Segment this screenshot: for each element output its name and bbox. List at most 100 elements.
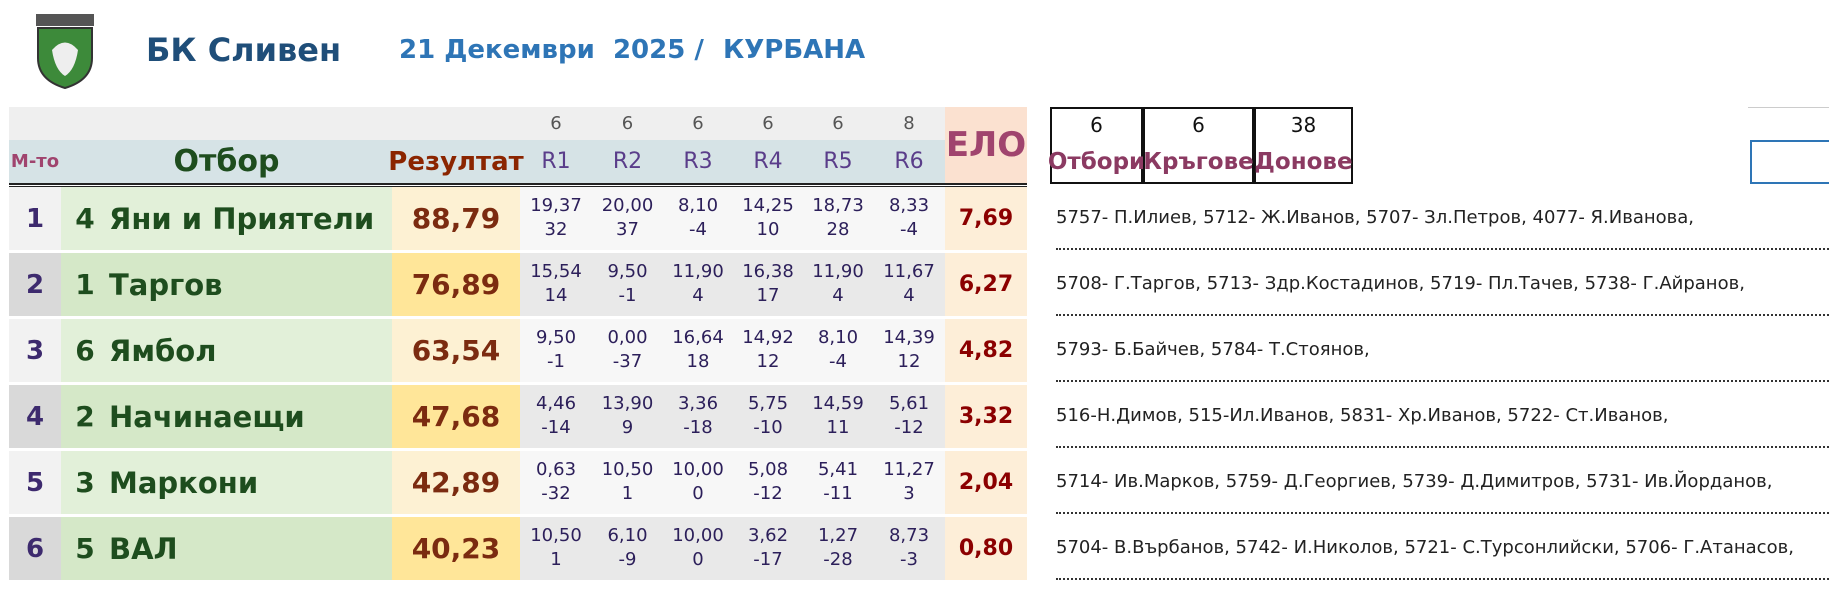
place-bg [9, 451, 61, 514]
round-score: 0,63 [535, 458, 577, 480]
round-score: 10,00 [672, 458, 724, 480]
round-diff: 1 [550, 548, 562, 570]
round-diff: 4 [692, 284, 704, 306]
round-diff: 14 [544, 284, 568, 306]
team-name: Яни и Приятели [109, 201, 375, 236]
round-score: 14,92 [742, 326, 794, 348]
place-bg [9, 187, 61, 250]
round-score: 1,27 [817, 524, 859, 546]
players: 5708- Г.Таргов, 5713- Здр.Костадинов, 57… [1056, 253, 1829, 316]
round-diff: 17 [756, 284, 780, 306]
round-score: 11,90 [812, 260, 864, 282]
round-diff: 9 [621, 416, 634, 438]
team-bg [61, 187, 392, 250]
elo: 4,82 [945, 319, 1027, 382]
elo: 0,80 [945, 517, 1027, 580]
summary-label: Кръгове [1143, 149, 1254, 175]
round-diff: 32 [544, 218, 568, 240]
round-diff: -12 [753, 482, 783, 504]
result: 63,54 [392, 319, 520, 382]
round-diff: 28 [826, 218, 850, 240]
round-score: 8,73 [888, 524, 930, 546]
round-score: 0,00 [607, 326, 648, 348]
round-score: 16,38 [742, 260, 794, 282]
column-header: Резултат [388, 146, 524, 177]
round-score: 11,90 [672, 260, 724, 282]
summary-count: 6 [1090, 113, 1103, 137]
round-count: 6 [621, 113, 634, 134]
round-score: 13,90 [601, 392, 654, 414]
column-header: М-то [10, 151, 60, 172]
round-count: 6 [692, 113, 704, 134]
team-number: 4 [75, 202, 95, 235]
round-score: 20,00 [601, 194, 654, 216]
column-header: R3 [683, 149, 713, 174]
team-name: Ямбол [109, 333, 217, 368]
round-score: 5,08 [747, 458, 789, 480]
round-diff: -4 [900, 218, 918, 240]
place: 4 [25, 401, 45, 432]
round-score: 5,41 [817, 458, 859, 480]
result: 40,23 [392, 517, 520, 580]
round-score: 14,39 [883, 326, 935, 348]
rounds-bg [520, 517, 945, 580]
round-diff: -14 [541, 416, 571, 438]
result: 88,79 [392, 187, 520, 250]
team-number: 6 [75, 334, 95, 367]
players: 5714- Ив.Марков, 5759- Д.Георгиев, 5739-… [1056, 451, 1829, 514]
column-header: R4 [753, 149, 783, 174]
players: 5757- П.Илиев, 5712- Ж.Иванов, 5707- Зл.… [1056, 187, 1829, 250]
elo: 2,04 [945, 451, 1027, 514]
place: 6 [25, 533, 45, 564]
team-bg [61, 451, 392, 514]
elo: 7,69 [945, 187, 1027, 250]
team-name: Маркони [109, 465, 259, 500]
round-diff: 0 [692, 482, 704, 504]
input-box[interactable] [1750, 140, 1829, 184]
team-number: 3 [75, 466, 95, 499]
players: 5704- В.Върбанов, 5742- И.Николов, 5721-… [1056, 517, 1829, 580]
round-score: 5,75 [747, 392, 789, 414]
round-diff: -28 [823, 548, 853, 570]
team-name: ВАЛ [109, 531, 178, 566]
players: 5793- Б.Байчев, 5784- Т.Стоянов, [1056, 319, 1829, 382]
round-diff: -37 [612, 350, 643, 372]
rule [1748, 107, 1829, 108]
team-name: Таргов [109, 267, 223, 302]
column-header: ЕЛО [945, 107, 1027, 183]
round-count: 6 [762, 113, 774, 134]
team-number: 1 [75, 268, 95, 301]
result: 42,89 [392, 451, 520, 514]
logo [36, 14, 94, 90]
summary-box [1254, 107, 1353, 184]
round-diff: -3 [900, 548, 918, 570]
team-bg [61, 253, 392, 316]
result: 76,89 [392, 253, 520, 316]
round-score: 10,50 [530, 524, 582, 546]
column-header: R5 [823, 149, 853, 174]
round-diff: -4 [689, 218, 707, 240]
round-diff: 0 [692, 548, 704, 570]
round-diff: 4 [832, 284, 844, 306]
rounds-bg [520, 187, 945, 250]
round-diff: 11 [826, 416, 850, 438]
rounds-bg [520, 253, 945, 316]
column-header: R1 [541, 149, 571, 174]
column-header: Отбор [173, 144, 280, 179]
round-diff: 4 [903, 284, 915, 306]
round-score: 10,50 [601, 458, 654, 480]
round-score: 14,59 [812, 392, 864, 414]
place: 1 [25, 203, 45, 234]
place-bg [9, 319, 61, 382]
round-score: 10,00 [672, 524, 724, 546]
team-bg [61, 385, 392, 448]
place-bg [9, 517, 61, 580]
round-score: 16,64 [672, 326, 724, 348]
round-diff: -4 [829, 350, 847, 372]
round-score: 5,61 [888, 392, 930, 414]
round-diff: 12 [897, 350, 921, 372]
column-header: R6 [894, 149, 924, 174]
round-score: 11,27 [883, 458, 935, 480]
round-score: 8,10 [817, 326, 859, 348]
location: КУРБАНА [723, 35, 866, 65]
